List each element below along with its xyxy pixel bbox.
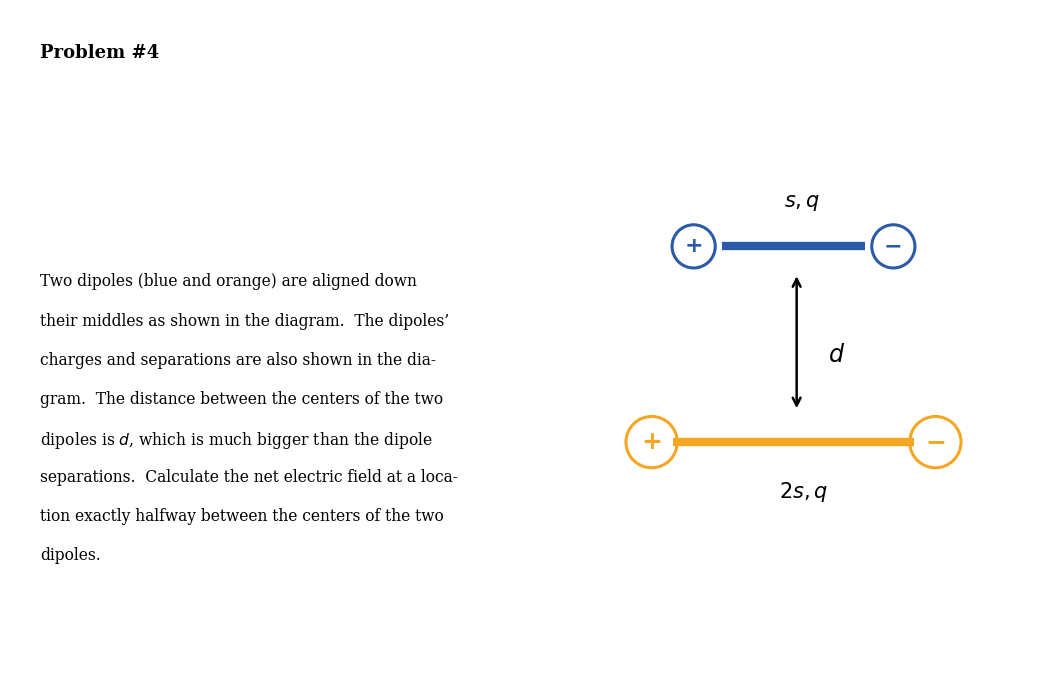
Text: −: − (925, 430, 946, 454)
Text: Two dipoles (blue and orange) are aligned down: Two dipoles (blue and orange) are aligne… (40, 273, 417, 290)
Text: $d$: $d$ (828, 344, 845, 367)
Text: $s, q$: $s, q$ (784, 192, 820, 213)
Text: gram.  The distance between the centers of the two: gram. The distance between the centers o… (40, 391, 444, 408)
Text: $2s, q$: $2s, q$ (780, 480, 828, 504)
Text: Problem #4: Problem #4 (40, 44, 159, 62)
Text: dipoles is $d$, which is much bigger than the dipole: dipoles is $d$, which is much bigger tha… (40, 430, 433, 451)
Text: dipoles.: dipoles. (40, 547, 101, 564)
Text: −: − (884, 236, 903, 256)
Text: +: + (684, 236, 703, 256)
Text: their middles as shown in the diagram.  The dipoles’: their middles as shown in the diagram. T… (40, 313, 449, 329)
Text: charges and separations are also shown in the dia-: charges and separations are also shown i… (40, 352, 436, 369)
Text: +: + (641, 430, 662, 454)
Text: tion exactly halfway between the centers of the two: tion exactly halfway between the centers… (40, 508, 444, 525)
Text: separations.  Calculate the net electric field at a loca-: separations. Calculate the net electric … (40, 469, 458, 486)
